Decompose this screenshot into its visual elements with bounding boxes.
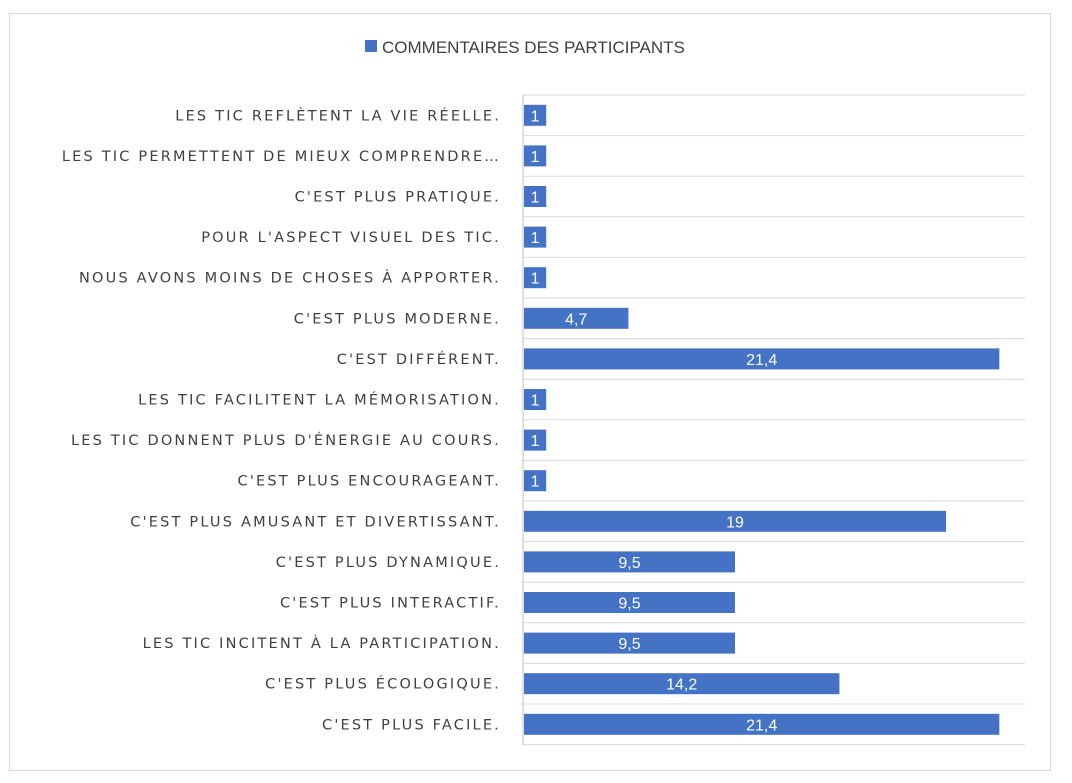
bar [524,389,547,410]
category-label: C'EST PLUS INTERACTIF. [280,596,501,612]
category-label: C'EST PLUS ÉCOLOGIQUE. [265,676,501,693]
bar [524,226,547,248]
bar [524,632,736,654]
category-label: C'EST PLUS PRATIQUE. [295,190,501,206]
bar [524,104,547,126]
category-label: LES TIC REFLÈTENT LA VIE RÉELLE. [175,107,501,124]
data-label: 1 [531,433,540,450]
bar [524,429,547,451]
category-label: LES TIC DONNENT PLUS D'ÉNERGIE AU COURS. [71,432,501,449]
data-label: 9,5 [618,596,640,613]
legend-label: COMMENTAIRES DES PARTICIPANTS [382,38,685,57]
bar [524,551,736,573]
data-label: 9,5 [618,636,640,653]
bar [524,267,547,289]
category-label: C'EST DIFFÉRENT. [337,351,501,368]
category-label: C'EST PLUS FACILE. [322,717,501,733]
legend-swatch [365,40,377,52]
category-label: LES TIC FACILITENT LA MÉMORISATION. [138,392,501,409]
data-label: 21,4 [746,352,777,369]
data-label: 19 [726,514,744,531]
data-label: 1 [531,230,540,247]
bar [524,307,629,329]
category-label: NOUS AVONS MOINS DE CHOSES À APPORTER. [79,270,501,287]
category-label: C'EST PLUS ENCOURAGEANT. [238,474,502,490]
bar [524,713,1000,735]
data-label: 4,7 [565,311,587,328]
bar [524,348,1000,370]
category-label: C'EST PLUS DYNAMIQUE. [276,555,501,571]
bar [524,145,547,167]
data-label: 1 [531,108,540,125]
data-label: 1 [531,271,540,288]
data-label: 14,2 [666,677,697,694]
bar [524,510,947,532]
category-label: POUR L'ASPECT VISUEL DES TIC. [201,230,501,246]
category-label: C'EST PLUS MODERNE. [294,311,501,327]
bar [524,186,547,207]
bar [524,592,736,613]
data-label: 1 [531,393,540,410]
data-label: 21,4 [746,717,777,734]
data-label: 1 [531,474,540,491]
category-label: LES TIC PERMETTENT DE MIEUX COMPRENDRE… [62,149,501,165]
data-label: 9,5 [618,555,640,572]
bar [524,470,547,492]
bar [524,673,840,695]
category-label: LES TIC INCITENT À LA PARTICIPATION. [143,635,501,652]
data-label: 1 [531,149,540,166]
data-label: 1 [531,190,540,207]
category-label: C'EST PLUS AMUSANT ET DIVERTISSANT. [130,514,501,530]
